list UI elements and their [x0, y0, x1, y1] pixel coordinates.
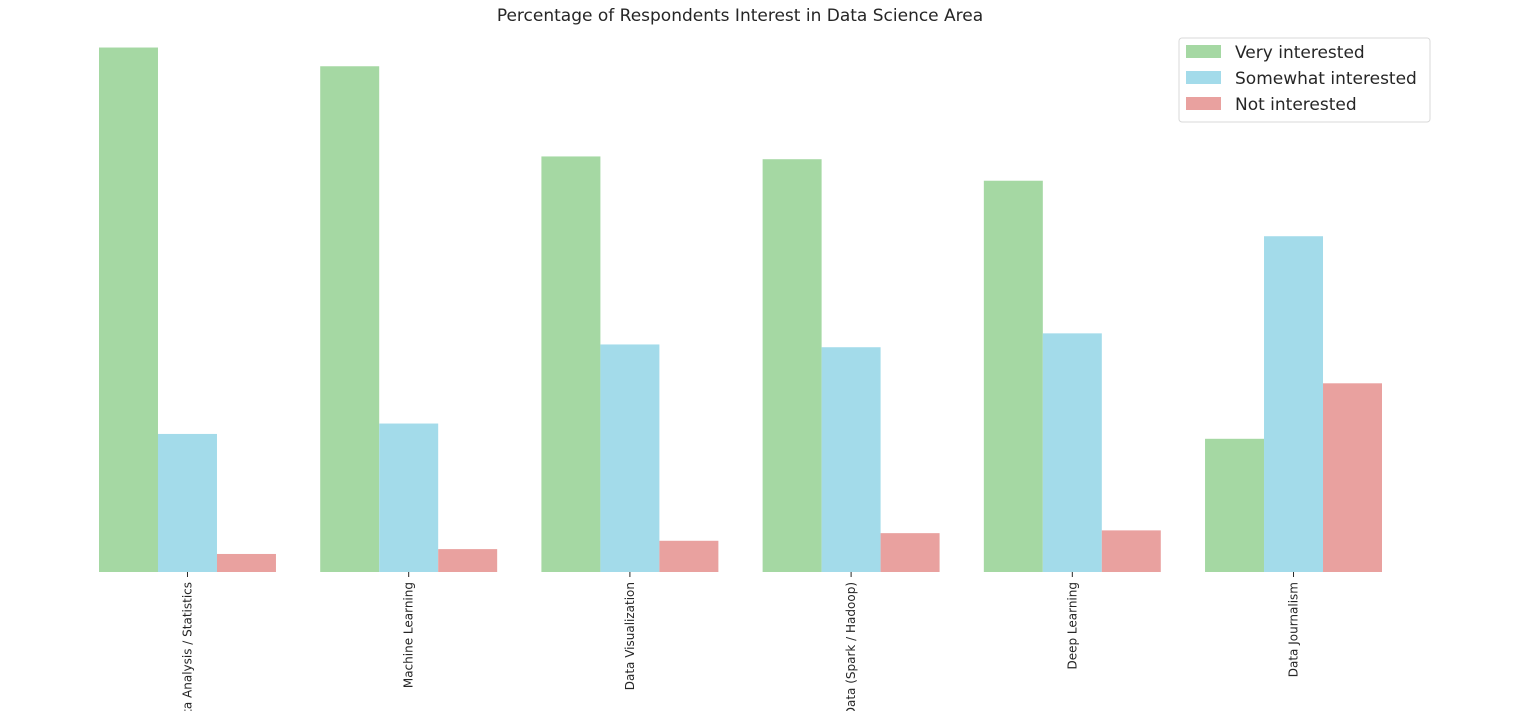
bar-not-interested-0 — [216, 553, 276, 572]
x-tick-label: Data Journalism — [1287, 582, 1301, 677]
bar-somewhat-interested-5 — [1264, 236, 1324, 573]
bar-not-interested-5 — [1323, 383, 1382, 572]
x-tick-label: Data Analysis / Statistics — [180, 582, 194, 711]
bar-somewhat-interested-2 — [600, 344, 660, 572]
x-tick-label: Data Visualization — [623, 582, 637, 690]
legend-label: Not interested — [1235, 95, 1357, 115]
bar-somewhat-interested-3 — [821, 347, 881, 572]
x-tick-label: Machine Learning — [402, 582, 416, 688]
bar-very-interested-2 — [541, 156, 601, 572]
bar-somewhat-interested-0 — [157, 433, 217, 572]
bar-very-interested-4 — [983, 180, 1043, 573]
bars-layer — [99, 47, 1382, 573]
bar-very-interested-1 — [320, 66, 380, 572]
x-tick-labels: Data Analysis / Statistics Machine Learni… — [180, 572, 1301, 711]
x-tick-label: Big Data (Spark / Hadoop) — [844, 582, 858, 711]
bar-not-interested-4 — [1101, 530, 1161, 573]
bar-very-interested-0 — [99, 47, 158, 572]
bar-not-interested-3 — [880, 533, 940, 572]
bar-very-interested-3 — [762, 159, 822, 572]
legend: Very interested Somewhat interested Not in… — [1178, 37, 1431, 123]
legend-label: Very interested — [1235, 43, 1365, 63]
legend-label: Somewhat interested — [1235, 69, 1417, 89]
legend-swatch — [1186, 45, 1221, 58]
legend-swatch — [1186, 97, 1221, 110]
chart-title: Percentage of Respondents Interest in Da… — [497, 6, 983, 26]
bar-not-interested-1 — [438, 549, 498, 572]
legend-swatch — [1186, 71, 1221, 84]
bar-somewhat-interested-4 — [1042, 333, 1102, 572]
bar-not-interested-2 — [659, 540, 719, 572]
bar-very-interested-5 — [1205, 438, 1265, 572]
bar-somewhat-interested-1 — [379, 423, 439, 572]
x-tick-label: Deep Learning — [1065, 582, 1079, 670]
legend-box — [1178, 37, 1431, 123]
